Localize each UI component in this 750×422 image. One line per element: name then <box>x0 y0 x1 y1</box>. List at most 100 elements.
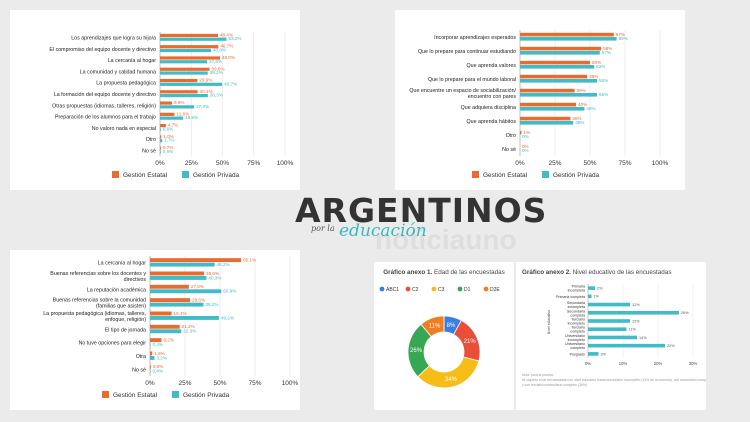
data-label: 49,2% <box>221 315 234 320</box>
category-label: Posgrado <box>570 352 585 356</box>
category-label: Preparación de los alumnos para el traba… <box>55 115 156 121</box>
data-label: 0,4% <box>153 342 163 347</box>
data-label: 11% <box>629 328 637 332</box>
bar-privada <box>150 356 155 360</box>
data-label: 46,4% <box>220 32 233 37</box>
x-tick-label: 100% <box>652 160 669 167</box>
bar-estatal <box>520 74 588 79</box>
legend-label: Gestión Privada <box>183 392 230 399</box>
category-label: Otras propuestas (idiomas, talleres, rel… <box>52 103 156 109</box>
data-label: 55% <box>599 78 608 83</box>
legend-label: ABC1 <box>386 287 399 293</box>
bar-privada <box>160 139 163 143</box>
footnote: Ni siquiera el de encuestadas con nivel … <box>522 378 706 382</box>
bar-privada <box>160 37 227 41</box>
data-label: 57% <box>602 50 611 55</box>
category-label: No sé <box>142 148 156 154</box>
legend-dot <box>405 286 411 292</box>
bar-privada <box>150 369 151 374</box>
data-label: 37,6% <box>209 59 222 64</box>
data-label: 1,0% <box>163 134 173 139</box>
y-axis-label: Nivel educativo <box>547 310 551 334</box>
bar-estatal <box>150 284 189 289</box>
legend-label: Gestión Estatal <box>483 172 528 179</box>
data-label: 46,2% <box>217 262 230 267</box>
bar-privada <box>160 71 208 75</box>
data-label: 49,7% <box>224 81 237 86</box>
chart-nivel-educativo: Gráfico anexo 2. Nivel educativo de las … <box>522 269 750 387</box>
bar-estatal <box>150 311 172 316</box>
category-label: Otro <box>506 133 516 139</box>
category-label: Primaria <box>572 285 585 289</box>
x-tick-label: 50% <box>213 380 226 387</box>
category-label: incompleto <box>568 322 585 326</box>
category-label: completa <box>570 313 585 317</box>
data-label: 0,4% <box>153 369 163 374</box>
category-label: La cercanía al hogar <box>108 58 157 64</box>
bar <box>588 352 599 356</box>
data-label: 3,2% <box>156 355 166 360</box>
category-label: Terciario <box>571 326 585 330</box>
logo-por-text: por la <box>311 224 335 233</box>
category-label: Universitario <box>565 334 585 338</box>
bar-privada <box>160 48 211 53</box>
legend-dot <box>457 286 463 292</box>
bar <box>588 302 630 307</box>
category-label: La reputación académica <box>87 287 146 293</box>
legend-dot <box>379 286 385 292</box>
watermark: noticiauno <box>375 224 517 255</box>
category-label: Terciario <box>571 318 585 322</box>
bar-privada <box>150 316 219 320</box>
data-label: 2% <box>597 287 603 291</box>
category-label: Otra <box>136 354 146 360</box>
x-tick-label: 30% <box>689 361 698 366</box>
category-label: Universitario <box>565 342 585 346</box>
legend-swatch <box>102 391 109 398</box>
bar-estatal <box>150 271 205 276</box>
data-label: 38,3% <box>210 93 223 98</box>
bar <box>588 319 630 323</box>
x-tick-label: 75% <box>248 380 261 387</box>
bar-privada <box>160 82 223 86</box>
data-label: 55% <box>599 92 608 97</box>
data-label: 67% <box>616 32 625 37</box>
data-label: 1,6% <box>154 351 164 356</box>
chart-title: Gráfico anexo 2. Nivel educativo de las … <box>522 269 671 276</box>
data-label: 36% <box>572 116 581 121</box>
x-tick-label: 0% <box>585 361 591 366</box>
bar <box>588 286 595 290</box>
data-label: 3% <box>601 352 607 356</box>
category-label: Otro <box>146 137 156 143</box>
x-tick-label: 0% <box>155 160 165 167</box>
data-label: 65,1% <box>243 257 256 262</box>
data-label: 12% <box>632 319 640 323</box>
slice-label: 34% <box>445 377 458 383</box>
bar <box>588 343 665 348</box>
bar-privada <box>160 150 161 154</box>
panel-top-right: 0% 25% 50% 75% 100% Incorporar aprendizajes e… <box>395 10 685 190</box>
category-label: Que encuentre un espacio de sociabilizac… <box>409 88 516 94</box>
data-label: 40% <box>578 102 587 107</box>
data-label: 12% <box>632 303 640 307</box>
bar-estatal <box>150 298 191 303</box>
legend-swatch <box>472 171 479 178</box>
bar-estatal <box>160 101 172 105</box>
data-label: 14% <box>639 336 647 340</box>
panel-nivel-educativo: Gráfico anexo 2. Nivel educativo de las … <box>516 262 750 410</box>
category-label: encuentro con pares <box>468 94 517 100</box>
legend-label: Gestión Estatal <box>113 392 158 399</box>
legend-label: C3 <box>438 287 445 293</box>
category-label: La formación del equipo docente y direct… <box>54 92 156 98</box>
bar-privada <box>160 116 184 120</box>
category-label: incompleta <box>568 289 585 293</box>
data-label: 28,6% <box>192 297 205 302</box>
category-label: Incorporar aprendizajes esperados <box>434 35 516 41</box>
bar-privada <box>160 105 195 109</box>
category-label: incompleta <box>568 305 585 309</box>
data-label: 8,2% <box>163 337 173 342</box>
data-label: 40,8% <box>213 48 226 53</box>
data-label: 0,6% <box>163 149 173 154</box>
chart-eleccion-escuela: 0% 25% 50% 75% 100% La cercanía al hogar 65,1%… <box>43 256 299 399</box>
category-label: La propuesta pedagógica <box>96 81 156 87</box>
data-label: 40,3% <box>208 275 221 280</box>
